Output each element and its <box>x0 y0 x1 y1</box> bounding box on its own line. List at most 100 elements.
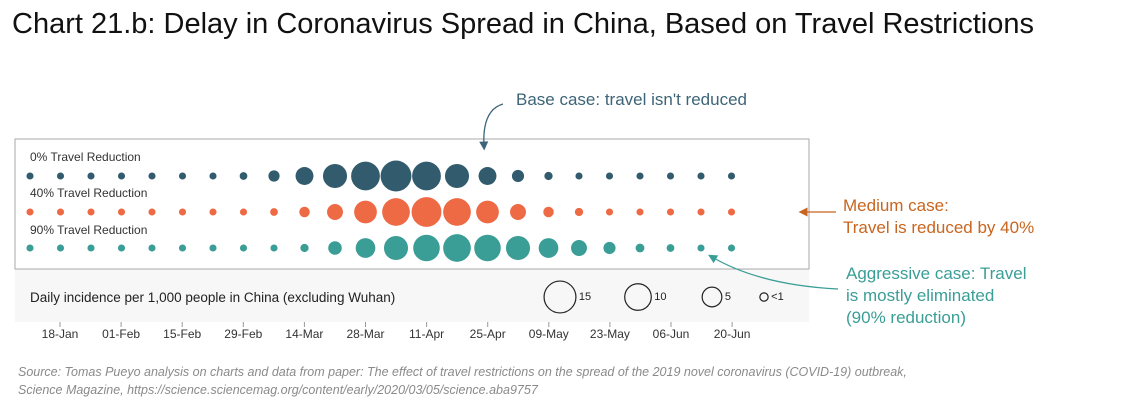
bubble <box>411 197 442 227</box>
bubble <box>148 172 156 180</box>
annotation-line: Travel is reduced by 40% <box>843 218 1035 237</box>
annotation-line: Aggressive case: Travel <box>846 264 1027 283</box>
bubble <box>636 208 644 216</box>
bubble <box>380 160 412 192</box>
bubble <box>382 198 410 226</box>
bubble <box>575 172 583 180</box>
bubble <box>56 172 65 180</box>
aggressive-arrow <box>708 254 839 290</box>
size-legend-title: Daily incidence per 1,000 people in Chin… <box>30 290 395 305</box>
bubble <box>239 208 248 216</box>
annotation-base-case: Base case: travel isn't reduced <box>516 89 747 111</box>
size-legend-label: 10 <box>654 291 666 303</box>
bubble <box>178 172 187 180</box>
bubble <box>727 244 736 252</box>
size-legend-label: <1 <box>771 291 784 303</box>
bubble <box>56 244 65 252</box>
x-tick-label: 23-May <box>590 327 630 341</box>
x-tick-label: 14-Mar <box>285 327 323 341</box>
x-tick-label: 01-Feb <box>102 327 140 341</box>
bubble <box>209 244 217 252</box>
source-note: Source: Tomas Pueyo analysis on charts a… <box>18 363 907 399</box>
bubble <box>544 171 553 181</box>
bubble <box>511 169 525 183</box>
x-tick-label: 25-Apr <box>470 327 506 341</box>
base-arrow <box>479 103 504 151</box>
bubble <box>351 161 380 191</box>
bubble <box>355 238 376 258</box>
bubble <box>117 244 126 252</box>
size-legend-label: 15 <box>579 291 591 303</box>
bubble <box>354 200 377 224</box>
size-legend: Daily incidence per 1,000 people in Chin… <box>30 280 784 314</box>
bubble <box>635 243 645 253</box>
bubble <box>543 206 554 218</box>
bubble <box>505 235 531 261</box>
x-tick-label: 29-Feb <box>224 327 262 341</box>
bubble <box>413 234 440 262</box>
bubble <box>178 208 187 216</box>
x-tick-label: 09-May <box>529 327 569 341</box>
bubble <box>327 204 343 220</box>
bubble <box>87 208 95 216</box>
x-axis: 18-Jan 01-Feb 15-Feb 29-Feb 14-Mar 28-Mar 11-A… <box>42 322 750 341</box>
bubble <box>474 234 501 262</box>
annotation-line: (90% reduction) <box>846 308 967 327</box>
size-legend-circle <box>759 292 769 302</box>
series-layer: 0% Travel Reduction 40% Travel Reduction 9… <box>26 150 736 262</box>
bubble <box>117 208 126 216</box>
bubble <box>300 243 309 253</box>
bubble <box>538 238 559 258</box>
bubble <box>270 208 278 216</box>
bubble <box>412 161 441 191</box>
annotation-line: is mostly eliminated <box>846 286 995 305</box>
bubble <box>209 172 217 180</box>
bubble <box>636 172 644 180</box>
bubble <box>148 244 156 252</box>
annotation-aggressive-case: Aggressive case: Travel is mostly elimin… <box>846 263 1026 329</box>
bubble <box>510 204 526 220</box>
bubble <box>727 208 736 216</box>
bubble <box>571 240 587 256</box>
bubble <box>178 244 187 252</box>
x-tick-label: 06-Jun <box>653 327 690 341</box>
annotation-medium-case: Medium case: Travel is reduced by 40% <box>843 195 1034 239</box>
size-legend-circle <box>624 283 652 311</box>
series-0: 0% Travel Reduction <box>26 150 736 192</box>
bubble <box>26 172 34 180</box>
annotation-line: Base case: travel isn't reduced <box>516 90 747 109</box>
plot-frame <box>14 138 810 270</box>
bubble <box>239 172 248 180</box>
bubble <box>383 235 409 261</box>
source-line: Science Magazine, https://science.scienc… <box>18 383 538 397</box>
bubble <box>295 167 314 185</box>
bubble <box>666 244 675 252</box>
series-label: 0% Travel Reduction <box>30 150 141 164</box>
bubble <box>268 170 280 182</box>
bubble <box>444 163 470 189</box>
chart-title: Chart 21.b: Delay in Coronavirus Spread … <box>12 8 1034 40</box>
bubble <box>666 208 675 216</box>
bubble <box>56 208 65 216</box>
bubble <box>727 172 736 180</box>
bubble <box>666 172 675 180</box>
bubble <box>574 207 584 217</box>
size-legend-label: 5 <box>725 291 731 303</box>
bubble <box>328 241 342 255</box>
bubble <box>697 172 705 180</box>
bubble <box>697 208 705 216</box>
bubble <box>322 163 348 189</box>
bubble <box>299 206 310 218</box>
bubble <box>117 172 126 180</box>
x-tick-label: 11-Apr <box>409 327 444 341</box>
bubble <box>239 244 248 252</box>
bubble <box>605 208 614 216</box>
series-label: 40% Travel Reduction <box>30 186 147 200</box>
source-line: Source: Tomas Pueyo analysis on charts a… <box>18 365 907 379</box>
bubble <box>26 208 34 216</box>
bubble <box>478 167 497 185</box>
size-legend-circle <box>543 280 577 314</box>
bubble <box>476 200 499 224</box>
size-legend-circle <box>701 286 723 308</box>
bubble <box>443 234 471 262</box>
